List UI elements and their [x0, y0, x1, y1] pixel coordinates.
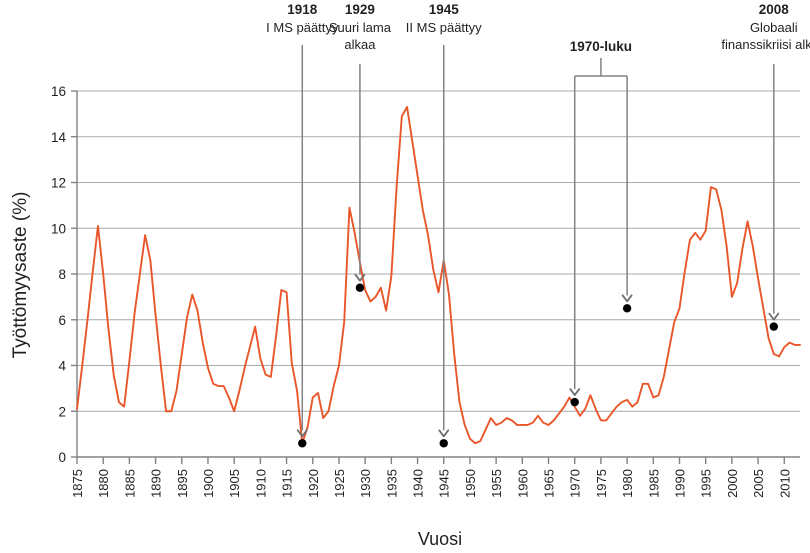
x-axis: 1875 1880 1885 1890 1895 1900 1905 1910 1915 1920… [70, 456, 800, 498]
annotation-text-a1929-0: Suuri lama [329, 20, 392, 35]
annotation-year-a1970: 1970-luku [570, 39, 632, 54]
x-tick-label-1955: 1955 [489, 469, 504, 498]
gridlines [77, 90, 800, 412]
x-tick-label-1895: 1895 [175, 469, 190, 498]
y-tick-label-8: 8 [58, 267, 66, 282]
data-marker-a1918 [298, 439, 307, 448]
x-tick-label-1940: 1940 [411, 469, 426, 498]
data-marker-a1970-0 [570, 397, 579, 407]
y-axis-title: Työttömyysaste (%) [10, 192, 31, 359]
arrowhead-a1918 [296, 429, 308, 438]
annotation-year-a1929: 1929 [345, 2, 375, 17]
y-tick-label-0: 0 [58, 450, 66, 465]
annotation-text-a1918-0: I MS päättyy [266, 20, 339, 35]
x-tick-label-1890: 1890 [149, 469, 164, 498]
annotation-text-a1929-1: alkaa [344, 37, 376, 52]
annotation-text-a1945-0: II MS päättyy [406, 20, 482, 35]
y-tick-label-6: 6 [58, 313, 66, 328]
x-tick-label-1885: 1885 [122, 469, 137, 498]
annotation-year-a1945: 1945 [429, 2, 460, 17]
annotation-year-a2008: 2008 [759, 2, 790, 17]
y-tick-label-10: 10 [51, 221, 66, 236]
annotation-labels: 1918 I MS päättyy 1929 Suuri lama alkaa 1945 I… [266, 2, 810, 54]
annotation-markers [296, 273, 780, 448]
y-axis: 0 2 4 6 8 10 12 14 16 [51, 84, 78, 465]
y-tick-label-4: 4 [58, 359, 66, 374]
data-marker-a2008 [769, 322, 779, 331]
data-marker-a1929 [355, 283, 365, 292]
x-tick-label-1975: 1975 [594, 469, 609, 498]
arrowhead-a2008 [768, 312, 780, 321]
x-tick-label-1935: 1935 [384, 469, 399, 498]
x-tick-label-1900: 1900 [201, 469, 216, 498]
x-tick-label-1880: 1880 [96, 469, 111, 498]
x-tick-label-2005: 2005 [751, 469, 766, 498]
x-axis-title: Vuosi [418, 529, 462, 549]
x-tick-label-1990: 1990 [673, 469, 688, 498]
x-tick-label-2010: 2010 [777, 469, 792, 498]
y-tick-label-14: 14 [51, 130, 67, 145]
x-tick-label-1910: 1910 [253, 469, 268, 498]
x-tick-label-1965: 1965 [542, 469, 557, 498]
x-tick-label-1920: 1920 [306, 469, 321, 498]
arrowhead-a1929 [354, 273, 366, 282]
x-tick-label-1960: 1960 [515, 469, 530, 498]
annotation-year-a1918: 1918 [287, 2, 318, 17]
x-tick-label-1950: 1950 [463, 469, 478, 498]
y-tick-label-2: 2 [58, 404, 66, 419]
x-tick-label-1945: 1945 [437, 469, 452, 498]
arrowhead-a1945 [438, 429, 450, 438]
x-tick-label-1980: 1980 [620, 469, 635, 498]
x-tick-label-1985: 1985 [646, 469, 661, 498]
y-tick-label-16: 16 [51, 84, 66, 99]
annotation-text-a2008-1: finanssikriisi alkaa [721, 37, 810, 52]
data-marker-a1970-1 [622, 304, 632, 313]
x-tick-label-1905: 1905 [227, 469, 242, 498]
data-marker-a1945 [439, 439, 448, 448]
arrowhead-a1970-1 [621, 294, 633, 303]
x-tick-label-1930: 1930 [358, 469, 373, 498]
x-tick-label-1970: 1970 [568, 469, 583, 498]
annotation-leader-lines [301, 45, 775, 431]
data-line-series-0 [76, 106, 801, 445]
y-tick-label-12: 12 [51, 176, 66, 191]
x-tick-label-1915: 1915 [280, 469, 295, 498]
x-tick-label-1875: 1875 [70, 469, 85, 498]
x-tick-label-1925: 1925 [332, 469, 347, 498]
x-tick-label-1995: 1995 [699, 469, 714, 498]
arrowhead-a1970-0 [569, 388, 581, 396]
x-tick-label-2000: 2000 [725, 469, 740, 498]
annotation-text-a2008-0: Globaali [750, 20, 798, 35]
plot-area [76, 106, 801, 445]
